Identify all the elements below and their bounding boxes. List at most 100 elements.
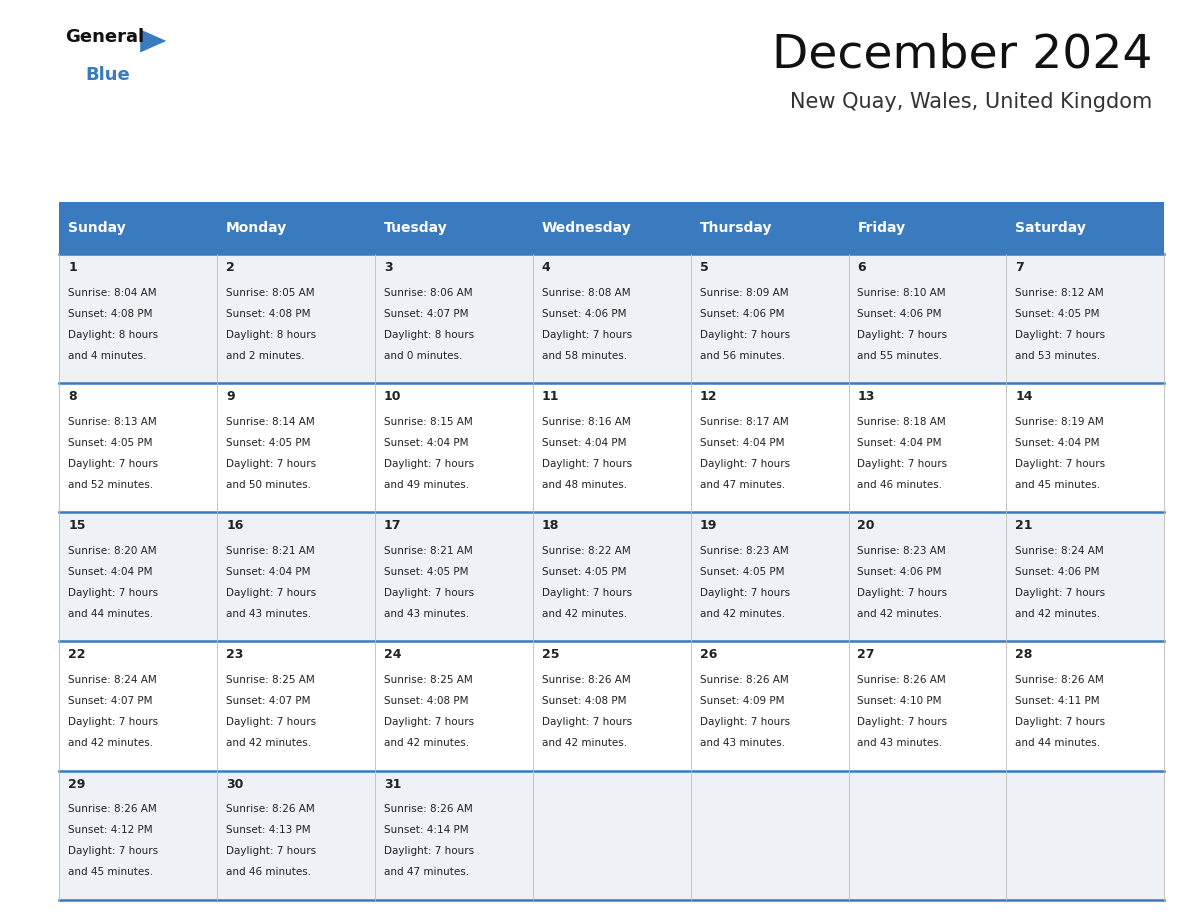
Bar: [217, 642, 375, 770]
Text: General: General: [65, 28, 145, 46]
Text: and 46 minutes.: and 46 minutes.: [226, 867, 311, 877]
Text: Sunset: 4:14 PM: Sunset: 4:14 PM: [384, 825, 468, 835]
Text: Daylight: 7 hours: Daylight: 7 hours: [1016, 330, 1105, 340]
Bar: [217, 512, 375, 642]
Text: and 45 minutes.: and 45 minutes.: [1016, 479, 1100, 489]
Text: Sunrise: 8:24 AM: Sunrise: 8:24 AM: [1016, 546, 1104, 556]
Bar: [533, 642, 690, 770]
Text: Monday: Monday: [226, 221, 287, 235]
Text: Sunrise: 8:15 AM: Sunrise: 8:15 AM: [384, 417, 473, 427]
Text: Sunrise: 8:08 AM: Sunrise: 8:08 AM: [542, 287, 631, 297]
Text: and 49 minutes.: and 49 minutes.: [384, 479, 469, 489]
Text: 12: 12: [700, 390, 718, 403]
Bar: [1006, 770, 1164, 900]
Text: Sunrise: 8:04 AM: Sunrise: 8:04 AM: [68, 287, 157, 297]
Text: December 2024: December 2024: [772, 32, 1152, 77]
Text: Daylight: 7 hours: Daylight: 7 hours: [542, 717, 632, 727]
Text: and 44 minutes.: and 44 minutes.: [1016, 738, 1100, 748]
Bar: [375, 512, 533, 642]
Text: Daylight: 7 hours: Daylight: 7 hours: [542, 459, 632, 469]
Text: and 44 minutes.: and 44 minutes.: [68, 609, 153, 619]
Text: Daylight: 7 hours: Daylight: 7 hours: [384, 845, 474, 856]
Text: Daylight: 7 hours: Daylight: 7 hours: [542, 330, 632, 340]
Text: Saturday: Saturday: [1016, 221, 1086, 235]
Text: and 50 minutes.: and 50 minutes.: [226, 479, 311, 489]
Text: and 43 minutes.: and 43 minutes.: [384, 609, 469, 619]
Text: Daylight: 7 hours: Daylight: 7 hours: [858, 588, 948, 598]
Text: 7: 7: [1016, 262, 1024, 274]
Bar: [690, 202, 848, 254]
Text: and 42 minutes.: and 42 minutes.: [226, 738, 311, 748]
Text: and 43 minutes.: and 43 minutes.: [858, 738, 942, 748]
Bar: [690, 254, 848, 384]
Text: Daylight: 7 hours: Daylight: 7 hours: [700, 459, 790, 469]
Text: Sunrise: 8:26 AM: Sunrise: 8:26 AM: [542, 675, 631, 685]
Text: Sunday: Sunday: [68, 221, 126, 235]
Text: Daylight: 7 hours: Daylight: 7 hours: [700, 588, 790, 598]
Text: Sunrise: 8:17 AM: Sunrise: 8:17 AM: [700, 417, 789, 427]
Bar: [375, 770, 533, 900]
Text: Sunrise: 8:24 AM: Sunrise: 8:24 AM: [68, 675, 157, 685]
Text: 4: 4: [542, 262, 550, 274]
Text: Sunset: 4:06 PM: Sunset: 4:06 PM: [542, 308, 626, 319]
Text: Daylight: 7 hours: Daylight: 7 hours: [68, 845, 158, 856]
Text: Sunset: 4:04 PM: Sunset: 4:04 PM: [68, 566, 153, 577]
Text: and 42 minutes.: and 42 minutes.: [1016, 609, 1100, 619]
Text: Tuesday: Tuesday: [384, 221, 448, 235]
Text: Daylight: 7 hours: Daylight: 7 hours: [384, 459, 474, 469]
Text: Daylight: 7 hours: Daylight: 7 hours: [1016, 588, 1105, 598]
Text: and 2 minutes.: and 2 minutes.: [226, 351, 304, 361]
Text: 21: 21: [1016, 520, 1032, 532]
Text: Sunrise: 8:26 AM: Sunrise: 8:26 AM: [1016, 675, 1104, 685]
Text: Sunrise: 8:13 AM: Sunrise: 8:13 AM: [68, 417, 157, 427]
Text: and 52 minutes.: and 52 minutes.: [68, 479, 153, 489]
Text: 1: 1: [68, 262, 77, 274]
Bar: [1006, 512, 1164, 642]
Text: Sunrise: 8:26 AM: Sunrise: 8:26 AM: [384, 804, 473, 814]
Text: Daylight: 8 hours: Daylight: 8 hours: [384, 330, 474, 340]
Bar: [690, 512, 848, 642]
Text: Sunrise: 8:25 AM: Sunrise: 8:25 AM: [384, 675, 473, 685]
Bar: [59, 202, 217, 254]
Text: New Quay, Wales, United Kingdom: New Quay, Wales, United Kingdom: [790, 92, 1152, 112]
Text: Sunset: 4:05 PM: Sunset: 4:05 PM: [226, 438, 310, 448]
Text: Sunrise: 8:05 AM: Sunrise: 8:05 AM: [226, 287, 315, 297]
Text: Sunset: 4:05 PM: Sunset: 4:05 PM: [384, 566, 468, 577]
Text: and 53 minutes.: and 53 minutes.: [1016, 351, 1100, 361]
Bar: [848, 254, 1006, 384]
Text: Sunset: 4:07 PM: Sunset: 4:07 PM: [226, 696, 310, 706]
Text: 27: 27: [858, 648, 874, 662]
Bar: [690, 384, 848, 512]
Text: 15: 15: [68, 520, 86, 532]
Text: Sunrise: 8:23 AM: Sunrise: 8:23 AM: [858, 546, 946, 556]
Text: 23: 23: [226, 648, 244, 662]
Bar: [1006, 384, 1164, 512]
Bar: [375, 254, 533, 384]
Text: and 45 minutes.: and 45 minutes.: [68, 867, 153, 877]
Text: and 46 minutes.: and 46 minutes.: [858, 479, 942, 489]
Text: Sunset: 4:05 PM: Sunset: 4:05 PM: [700, 566, 784, 577]
Text: Daylight: 8 hours: Daylight: 8 hours: [226, 330, 316, 340]
Text: and 43 minutes.: and 43 minutes.: [226, 609, 311, 619]
Text: Sunrise: 8:09 AM: Sunrise: 8:09 AM: [700, 287, 788, 297]
Bar: [1006, 254, 1164, 384]
Text: Daylight: 7 hours: Daylight: 7 hours: [542, 588, 632, 598]
Text: Sunset: 4:09 PM: Sunset: 4:09 PM: [700, 696, 784, 706]
Text: and 55 minutes.: and 55 minutes.: [858, 351, 942, 361]
Text: 24: 24: [384, 648, 402, 662]
Text: Sunset: 4:07 PM: Sunset: 4:07 PM: [68, 696, 153, 706]
Text: Sunset: 4:06 PM: Sunset: 4:06 PM: [858, 308, 942, 319]
Bar: [848, 512, 1006, 642]
Text: Sunrise: 8:18 AM: Sunrise: 8:18 AM: [858, 417, 946, 427]
Text: Sunset: 4:04 PM: Sunset: 4:04 PM: [226, 566, 310, 577]
Text: Daylight: 7 hours: Daylight: 7 hours: [226, 717, 316, 727]
Bar: [848, 642, 1006, 770]
Text: and 56 minutes.: and 56 minutes.: [700, 351, 785, 361]
Text: 29: 29: [68, 778, 86, 790]
Bar: [59, 512, 217, 642]
Text: Sunrise: 8:26 AM: Sunrise: 8:26 AM: [858, 675, 946, 685]
Text: 11: 11: [542, 390, 560, 403]
Text: Daylight: 7 hours: Daylight: 7 hours: [226, 588, 316, 598]
Text: 25: 25: [542, 648, 560, 662]
Bar: [217, 384, 375, 512]
